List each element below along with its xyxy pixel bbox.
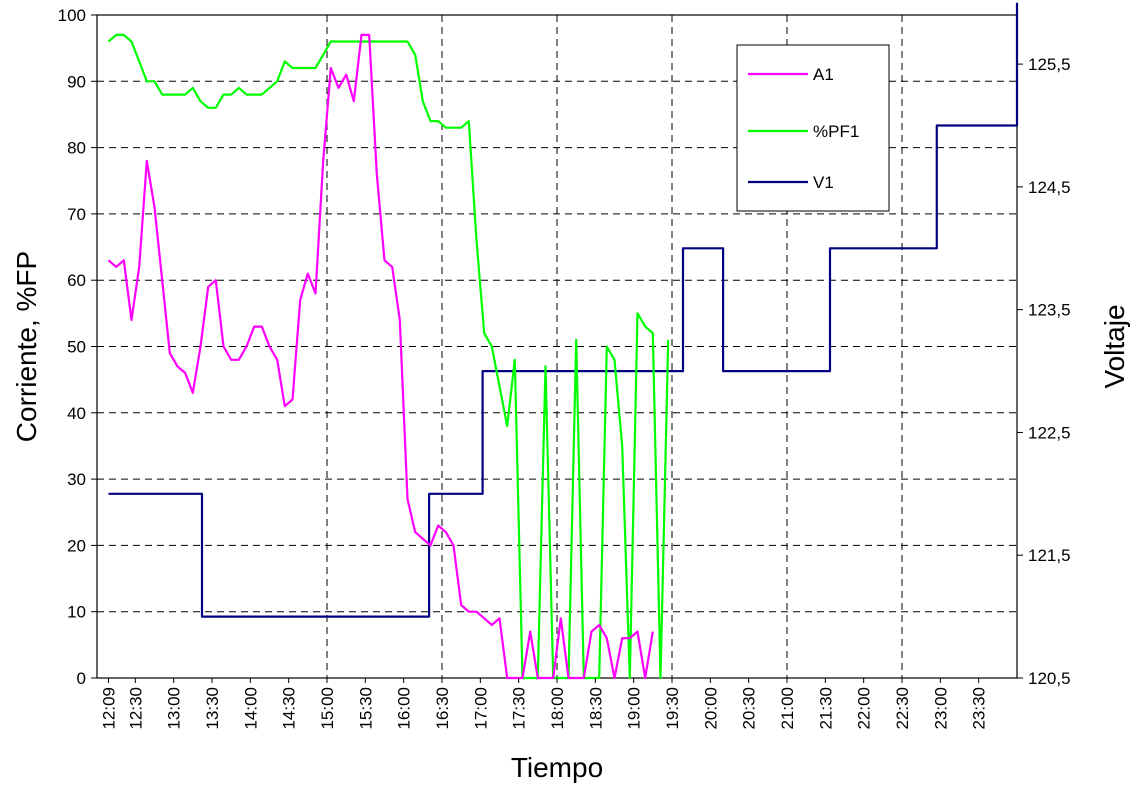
x-tick-label: 23:30	[970, 687, 989, 730]
series-layer	[107, 2, 1019, 680]
y-tick-label: 10	[67, 603, 86, 622]
y-tick-label: 60	[67, 271, 86, 290]
grid	[97, 15, 1017, 678]
y2-tick-label: 120,5	[1028, 669, 1071, 688]
x-tick-label: 22:00	[855, 687, 874, 730]
x-tick-label: 15:30	[356, 687, 375, 730]
x-tick-label: 19:30	[663, 687, 682, 730]
x-tick-label: 22:30	[893, 687, 912, 730]
x-tick-label: 21:00	[778, 687, 797, 730]
y-tick-label: 50	[67, 338, 86, 357]
y-tick-label: 90	[67, 72, 86, 91]
x-tick-label: 14:30	[280, 687, 299, 730]
x-tick-label: 13:30	[203, 687, 222, 730]
y2-tick-label: 125,5	[1028, 55, 1071, 74]
x-tick-label: 20:00	[701, 687, 720, 730]
x-tick-label: 19:00	[625, 687, 644, 730]
y-axis-title: Corriente, %FP	[11, 251, 42, 442]
y2-tick-label: 123,5	[1028, 301, 1071, 320]
axes: 0 10 20 30 40 50 60 70 80 90 100 120,5 121,5 122,5 123…	[58, 6, 1071, 730]
y-tick-label: 70	[67, 205, 86, 224]
x-tick-label: 23:00	[931, 687, 950, 730]
y2-tick-label: 121,5	[1028, 546, 1071, 565]
x-tick-label: 17:30	[510, 687, 529, 730]
legend-box	[736, 44, 890, 212]
y-tick-label: 0	[77, 669, 86, 688]
legend-label-pf1: %PF1	[813, 122, 859, 141]
y-tick-label: 20	[67, 536, 86, 555]
x-tick-label: 18:00	[548, 687, 567, 730]
x-tick-label: 21:30	[816, 687, 835, 730]
legend-label-v1: V1	[813, 173, 834, 192]
y-tick-label: 40	[67, 404, 86, 423]
y-tick-label: 100	[58, 6, 86, 25]
x-tick-label: 16:30	[433, 687, 452, 730]
y2-axis-title: Voltaje	[1099, 304, 1130, 388]
x-tick-label: 20:30	[740, 687, 759, 730]
legend-label-a1: A1	[813, 65, 834, 84]
x-tick-label: 18:30	[586, 687, 605, 730]
x-tick-label: 15:00	[318, 687, 337, 730]
y-tick-label: 80	[67, 139, 86, 158]
x-tick-label: 12:30	[126, 687, 145, 730]
x-tick-label: 12:09	[100, 687, 119, 730]
legend: A1 %PF1 V1	[736, 44, 890, 212]
series-line-a1	[107, 33, 654, 680]
x-axis-title: Tiempo	[511, 752, 603, 783]
y2-tick-label: 124,5	[1028, 178, 1071, 197]
x-tick-label: 14:00	[241, 687, 260, 730]
x-tick-label: 16:00	[395, 687, 414, 730]
x-tick-label: 17:00	[471, 687, 490, 730]
x-tick-label: 13:00	[165, 687, 184, 730]
series-line-pf1	[107, 33, 670, 680]
y-tick-label: 30	[67, 470, 86, 489]
y2-tick-label: 122,5	[1028, 423, 1071, 442]
